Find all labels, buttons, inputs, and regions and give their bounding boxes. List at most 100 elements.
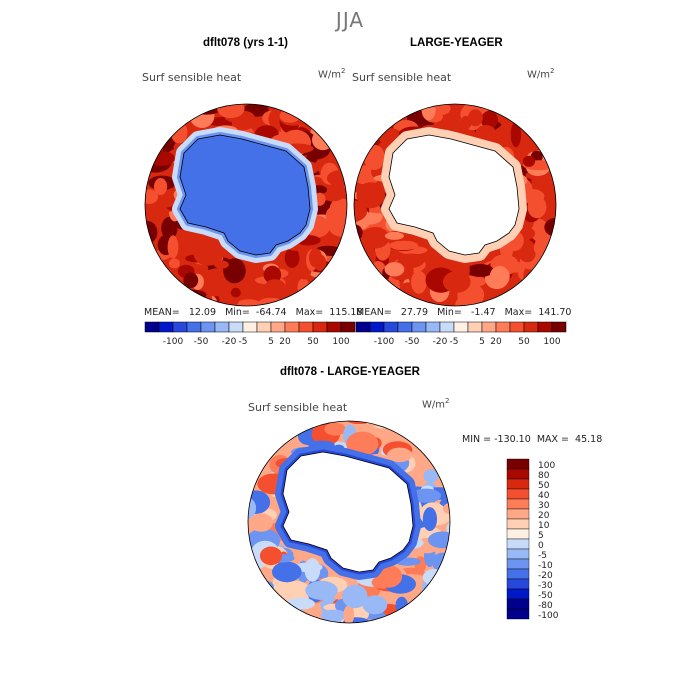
- field-patch: [481, 110, 498, 129]
- colorbar-tick-label: -50: [405, 337, 420, 347]
- field-patch: [410, 488, 442, 503]
- colorbar-swatch: [355, 321, 371, 333]
- map-border: [247, 420, 451, 624]
- colorbar-tick-label: 100: [332, 337, 349, 347]
- colorbar-tick-label: 30: [538, 501, 550, 511]
- colorbar-tick-label: 5: [538, 531, 544, 541]
- colorbar-swatch: [186, 321, 202, 333]
- colorbar-swatch: [506, 538, 530, 550]
- field-patch: [364, 144, 385, 170]
- colorbar-swatch: [537, 321, 553, 333]
- colorbar-tick-label: 0: [538, 541, 544, 551]
- field-patch: [148, 151, 175, 166]
- field-patch: [527, 128, 540, 153]
- colorbar-tick-label: -100: [538, 611, 559, 621]
- panel1-variable: Surf sensible heat: [142, 71, 242, 84]
- panel2-variable: Surf sensible heat: [352, 71, 452, 84]
- colorbar-tick-label: 5: [268, 337, 274, 347]
- field-patch: [178, 289, 207, 300]
- colorbar-swatch: [506, 508, 530, 520]
- field-patch: [443, 271, 471, 293]
- colorbar-swatch: [509, 321, 525, 333]
- colorbar-swatch: [369, 321, 385, 333]
- antarctica-landmass: [179, 134, 311, 256]
- field-patch: [369, 127, 402, 140]
- colorbar-tick-label: 50: [307, 337, 319, 347]
- map-panel-2: [354, 104, 556, 306]
- field-patch: [360, 227, 390, 249]
- field-patch: [206, 286, 224, 297]
- colorbar-swatch: [506, 458, 530, 470]
- field-patch: [259, 546, 283, 566]
- colorbar-swatch: [200, 321, 216, 333]
- field-patch: [532, 174, 556, 186]
- field-patch: [384, 231, 404, 240]
- colorbar-swatch: [312, 321, 328, 333]
- field-patch: [421, 104, 436, 121]
- map-panel-3: [248, 421, 450, 623]
- colorbar-swatch: [495, 321, 511, 333]
- field-patch: [223, 258, 246, 284]
- colorbar-swatch: [481, 321, 497, 333]
- colorbar-tick-label: 40: [538, 491, 550, 501]
- colorbar-swatch: [506, 478, 530, 490]
- field-patch: [522, 155, 536, 167]
- field-patch: [154, 178, 168, 195]
- field-patch: [428, 531, 450, 549]
- colorbar-tick-label: -5: [450, 337, 459, 347]
- field-patch: [324, 422, 346, 436]
- field-patch: [284, 247, 300, 268]
- field-patch: [342, 584, 368, 609]
- colorbar-tick-label: -5: [239, 337, 248, 347]
- field-patch: [249, 513, 273, 532]
- field-patch: [320, 609, 347, 621]
- colorbar-swatch: [506, 548, 530, 560]
- field-patch: [145, 221, 158, 244]
- colorbar-tick-label: 100: [543, 337, 560, 347]
- field-patch: [466, 264, 494, 277]
- colorbar-swatch: [425, 321, 441, 333]
- colorbar-swatch: [228, 321, 244, 333]
- colorbar-tick-label: -30: [538, 581, 553, 591]
- field-patch: [322, 182, 346, 202]
- field-patch: [168, 258, 180, 269]
- field-patch: [193, 242, 224, 266]
- colorbar-swatch: [467, 321, 483, 333]
- field-patch: [507, 279, 531, 289]
- field-patch: [286, 597, 316, 610]
- colorbar-swatch: [506, 488, 530, 500]
- colorbar-tick-label: -10: [538, 561, 553, 571]
- colorbar-tick-label: 5: [479, 337, 485, 347]
- field-patch: [362, 595, 388, 615]
- field-patch: [145, 189, 159, 204]
- colorbar-swatch: [340, 321, 356, 333]
- colorbar-swatch: [411, 321, 427, 333]
- panel3-units: W/m2: [422, 397, 450, 411]
- colorbar-swatch: [439, 321, 455, 333]
- field-patch: [167, 235, 179, 259]
- field-patch: [533, 237, 555, 258]
- field-patch: [264, 279, 286, 296]
- panel1-stats: MEAN= 12.09 Min= -64.74 Max= 115.18: [144, 307, 363, 318]
- colorbar-swatch: [256, 321, 272, 333]
- colorbar-tick-label: -20: [222, 337, 237, 347]
- field-patch: [214, 260, 229, 269]
- colorbar-swatch: [242, 321, 258, 333]
- map-border: [144, 103, 348, 307]
- colorbar-tick-label: -100: [374, 337, 395, 347]
- field-patch: [183, 272, 199, 289]
- colorbar-tick-label: -100: [163, 337, 184, 347]
- season-title: JJA: [335, 8, 365, 32]
- colorbar-tick-label: 50: [538, 481, 550, 491]
- field-patch: [343, 605, 355, 623]
- colorbar-tick-label: 100: [538, 461, 555, 471]
- field-patch: [270, 434, 294, 450]
- colorbar-swatch: [172, 321, 188, 333]
- colorbar-swatch: [214, 321, 230, 333]
- panel3-variable: Surf sensible heat: [248, 401, 348, 414]
- colorbar-swatch: [506, 518, 530, 530]
- colorbar-tick-label: -80: [538, 601, 553, 611]
- field-patch: [346, 431, 379, 456]
- field-patch: [389, 240, 419, 251]
